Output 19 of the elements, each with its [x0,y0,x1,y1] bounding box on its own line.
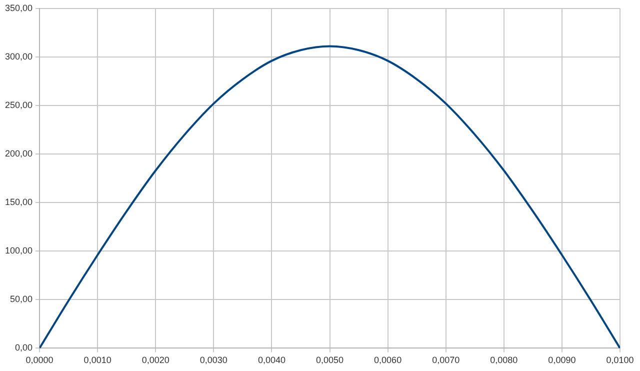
x-tick-label: 0,0080 [490,355,518,366]
x-tick-label: 0,0060 [374,355,402,366]
y-tick-label: 250,00 [4,100,33,110]
x-tick-label: 0,0070 [432,355,460,366]
x-tick-label: 0,0050 [316,355,344,366]
y-tick-label: 100,00 [4,246,33,256]
x-tick-label: 0,0030 [200,355,228,366]
y-tick-label: 50,00 [10,294,33,304]
x-tick-label: 0,0010 [84,355,112,366]
y-tick-label: 300,00 [4,51,33,62]
x-tick-label: 0,0040 [258,355,286,366]
y-tick-label: 200,00 [4,148,33,159]
y-tick-label: 350,00 [4,2,33,13]
y-tick-label: 0,00 [14,342,33,353]
x-tick-label: 0,0000 [26,355,54,366]
x-tick-label: 0,0020 [142,355,170,366]
x-tick-label: 0,0100 [606,355,634,366]
y-tick-label: 150,00 [4,197,33,208]
x-tick-label: 0,0090 [548,355,576,366]
